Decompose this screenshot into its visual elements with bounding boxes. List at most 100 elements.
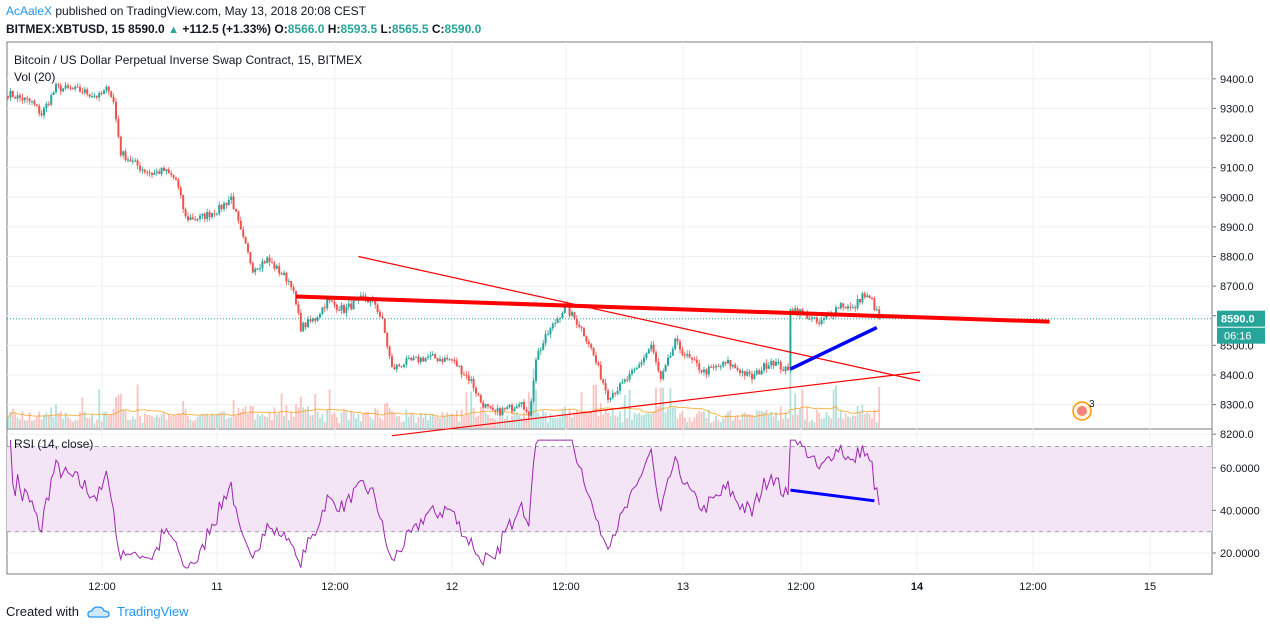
volume-bar	[482, 408, 485, 428]
candle-body	[866, 295, 869, 298]
candle-body	[458, 365, 461, 367]
y-tick-label: 9200.0	[1220, 133, 1254, 145]
candle-body	[299, 312, 302, 332]
volume-bar	[755, 410, 758, 428]
volume-bar	[275, 414, 278, 428]
volume-bar	[731, 420, 734, 428]
volume-bar	[592, 384, 595, 428]
tradingview-link[interactable]: TradingView	[116, 604, 189, 619]
volume-bar	[50, 407, 53, 428]
volume-bar	[803, 419, 806, 428]
candle-body	[746, 371, 749, 376]
volume-bar	[381, 419, 384, 428]
volume-bar	[460, 409, 463, 428]
volume-bar	[806, 406, 809, 428]
candle-body	[813, 317, 816, 319]
candle-body	[309, 319, 312, 322]
volume-bar	[439, 417, 441, 428]
candle-body	[470, 379, 473, 381]
volume-bar	[683, 417, 686, 428]
candle-body	[38, 105, 41, 114]
candle-body	[446, 357, 449, 360]
volume-bar	[559, 416, 561, 428]
candle-body	[302, 322, 305, 332]
candle-body	[537, 351, 540, 360]
volume-bar	[446, 412, 449, 428]
volume-bar	[427, 420, 429, 428]
volume-bar	[9, 411, 12, 428]
volume-bar	[271, 420, 273, 428]
volume-bar	[703, 411, 705, 428]
candle-body	[67, 85, 69, 88]
candle-body	[242, 229, 245, 237]
candle-body	[7, 96, 9, 98]
x-tick-label: 15	[1144, 581, 1156, 593]
volume-bar	[463, 416, 465, 428]
candle-body	[729, 360, 732, 367]
volume-bar	[335, 417, 338, 428]
y-tick-label: 8300.0	[1220, 400, 1254, 412]
published-text: published on TradingView.com, May 13, 20…	[55, 4, 367, 18]
author-link[interactable]: AcAaleX	[6, 4, 53, 18]
volume-bar	[220, 411, 223, 428]
candle-body	[199, 215, 201, 219]
volume-bar	[304, 409, 307, 428]
volume-bar	[664, 412, 667, 428]
x-tick-label: 12:00	[787, 581, 815, 593]
volume-bar	[571, 417, 573, 428]
candle-body	[266, 257, 269, 264]
volume-bar	[256, 414, 259, 428]
volume-bar	[568, 408, 571, 428]
trendlines[interactable]: 3	[295, 255, 1095, 503]
candle-body	[237, 211, 240, 221]
volume-bar	[319, 417, 321, 428]
volume-bar	[722, 418, 725, 428]
candle-body	[755, 370, 758, 375]
x-tick-label: 12:00	[552, 581, 580, 593]
y-tick-label: 9300.0	[1220, 103, 1254, 115]
candle-body	[767, 365, 770, 369]
candle-body	[386, 333, 389, 347]
volume-bar	[626, 418, 629, 428]
volume-bar	[136, 384, 139, 428]
candle-body	[381, 316, 384, 319]
volume-bar	[91, 414, 93, 428]
volume-bar	[247, 413, 249, 428]
candle-body	[851, 307, 854, 309]
candle-body	[736, 368, 739, 370]
volume-bar	[321, 414, 324, 428]
candle-body	[69, 87, 72, 89]
volume-bar	[537, 412, 540, 428]
volume-bar	[422, 417, 425, 428]
candle-body	[88, 94, 91, 97]
volume-bar	[127, 419, 129, 428]
volume-bar	[407, 416, 410, 428]
candle-body	[619, 383, 621, 391]
volume-bar	[62, 418, 65, 428]
volume-bar	[818, 412, 821, 428]
volume-bar	[165, 419, 168, 428]
chart-canvas[interactable]: 3 8200.08300.08400.08500.08600.08700.088…	[0, 0, 1270, 600]
candle-body	[405, 358, 408, 365]
volume-bar	[189, 419, 192, 428]
volume-bar	[290, 412, 293, 428]
volume-bar	[74, 420, 77, 428]
volume-bar	[547, 422, 549, 428]
volume-bar	[849, 417, 852, 428]
candle-body	[854, 307, 857, 309]
candle-body	[724, 361, 727, 364]
volume-bar	[866, 412, 869, 428]
candle-body	[64, 85, 67, 89]
volume-bar	[95, 419, 98, 428]
volume-bar	[76, 420, 79, 428]
volume-bar	[724, 414, 727, 428]
candle-body	[535, 359, 537, 381]
volume-bar	[525, 418, 528, 428]
volume-bar	[623, 395, 626, 428]
rsi-trendline	[790, 488, 875, 503]
candle-body	[278, 265, 281, 274]
candle-body	[151, 173, 153, 175]
volume-bar	[196, 417, 199, 428]
candle-body	[136, 160, 139, 166]
volume-bar	[316, 411, 319, 428]
